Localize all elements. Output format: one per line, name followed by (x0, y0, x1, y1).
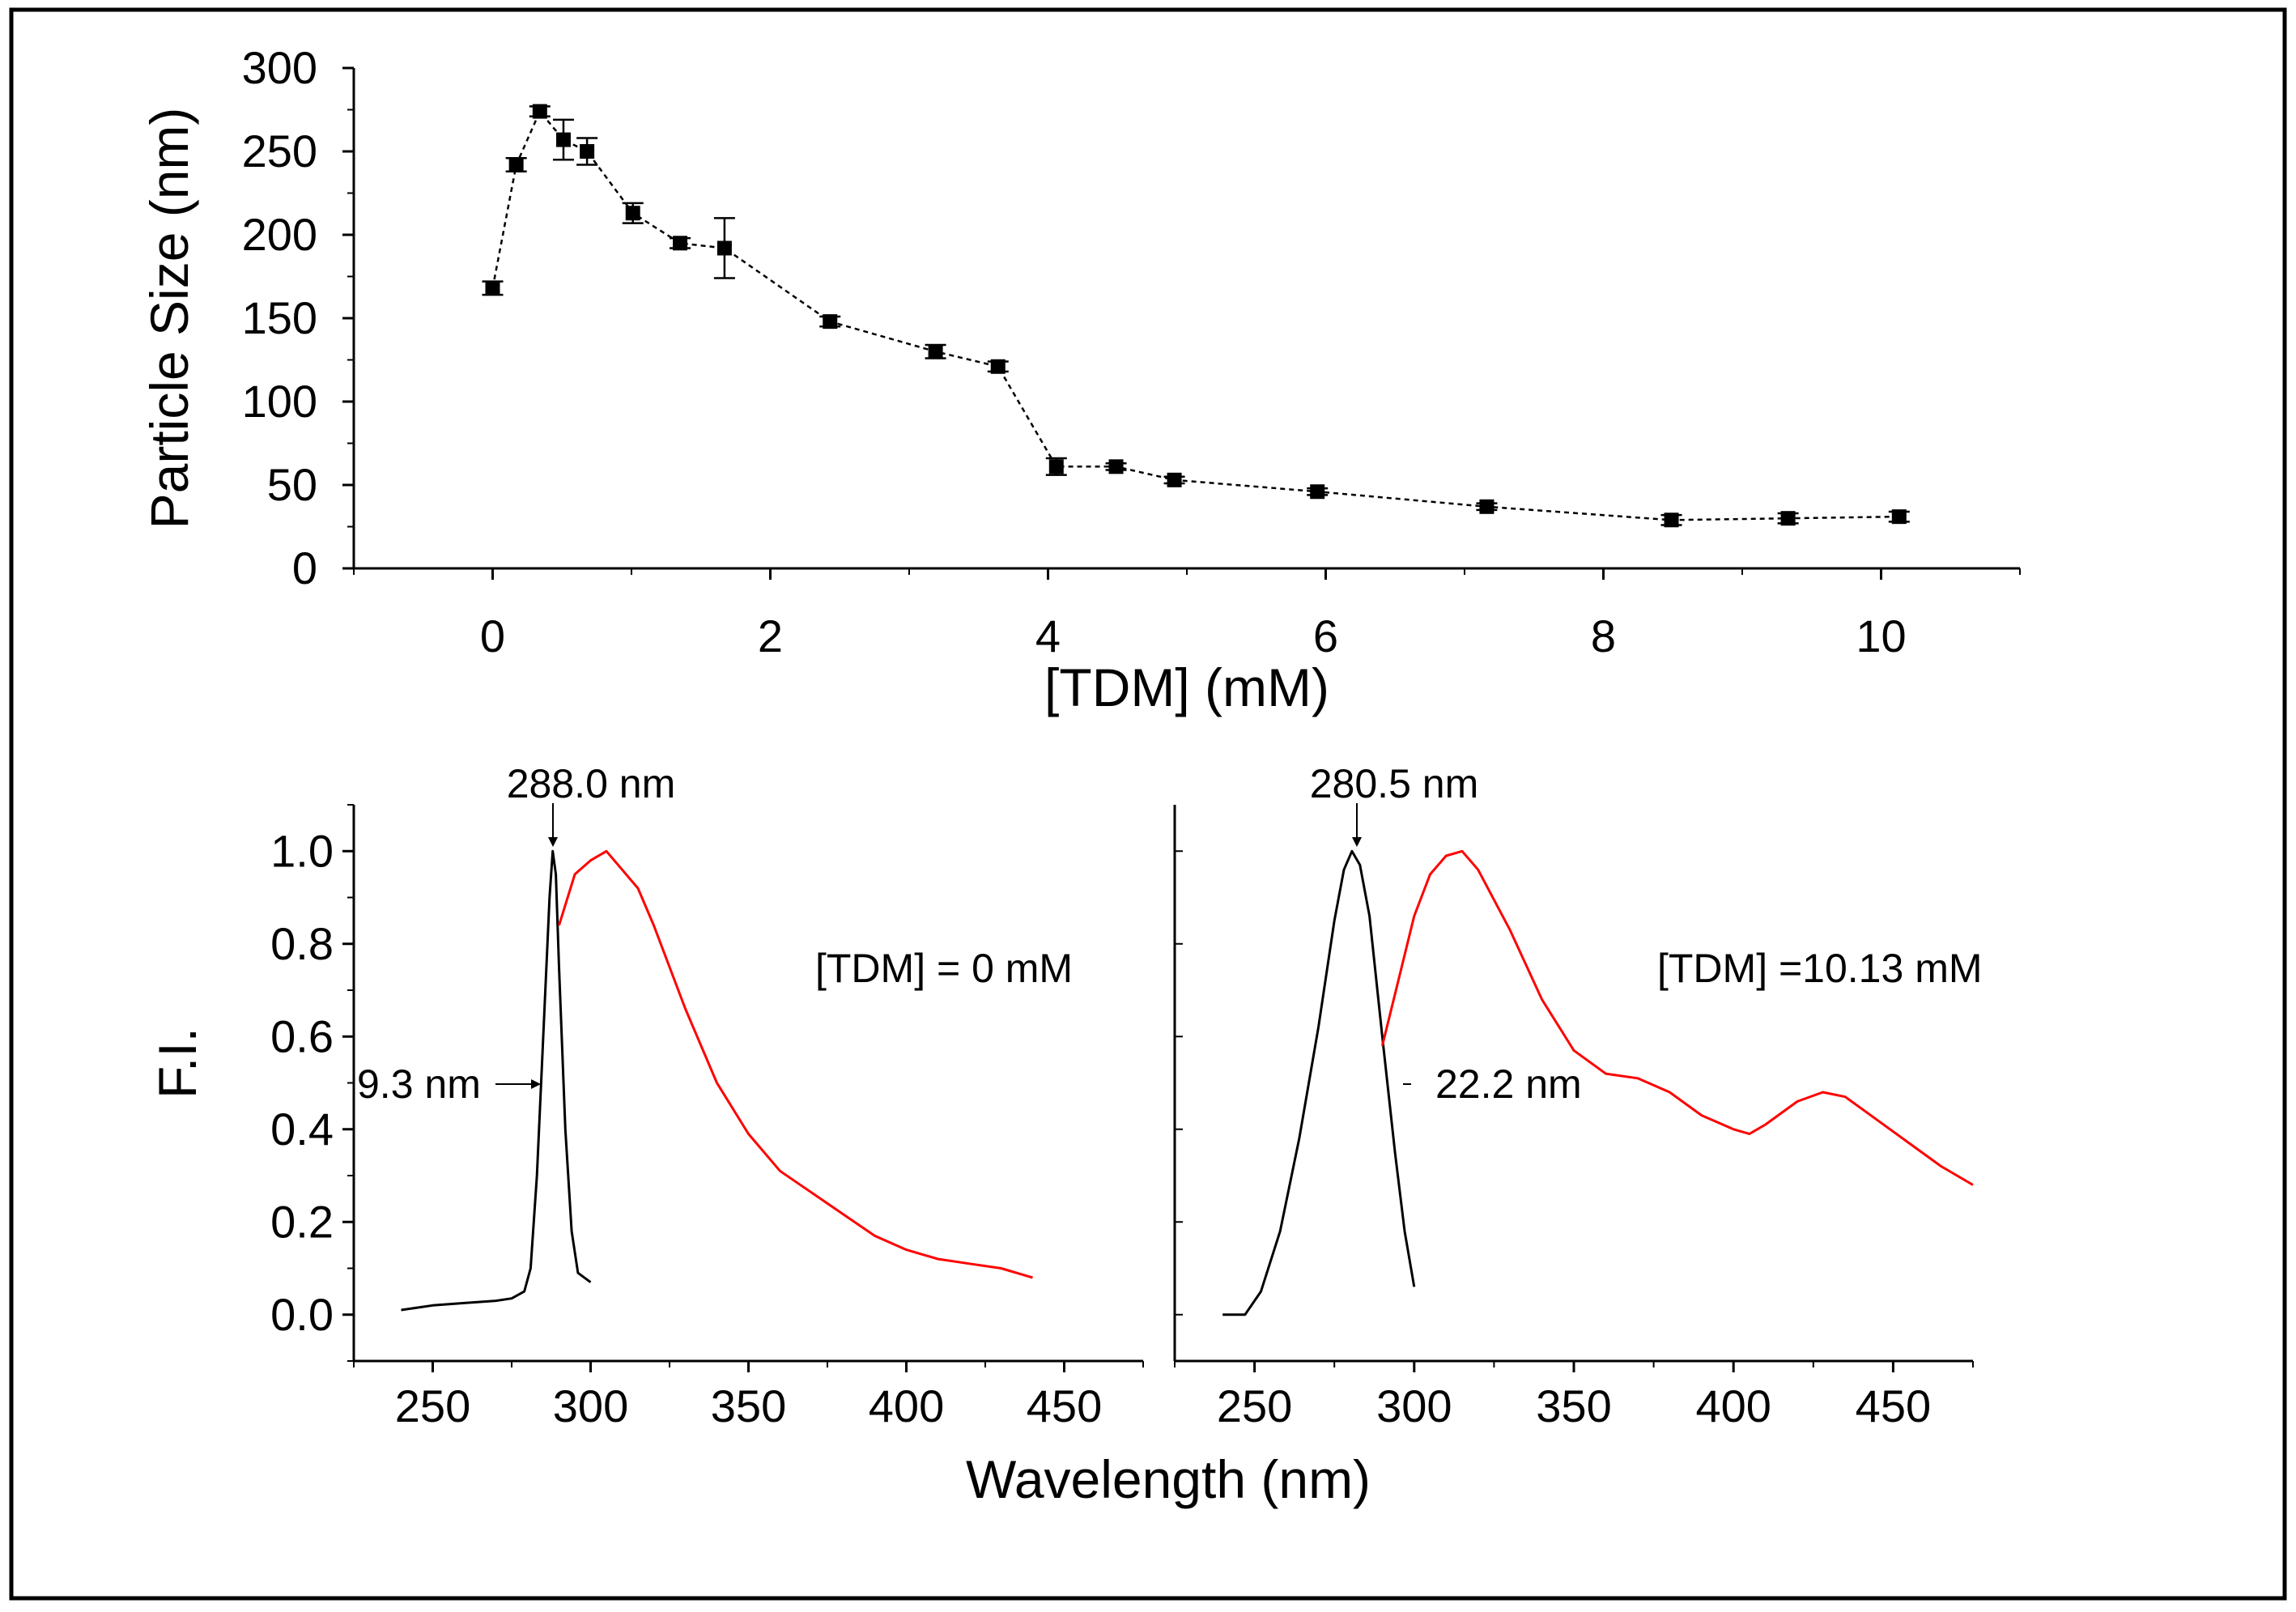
data-point (1664, 513, 1679, 528)
x-tick-label: 10 (1856, 610, 1906, 661)
right-peak-label: 280.5 nm (1310, 761, 1478, 806)
data-point (1167, 472, 1182, 487)
data-point (555, 132, 571, 147)
right-emission-line (1380, 849, 1974, 1186)
right-x-tick-label: 450 (1856, 1380, 1931, 1431)
spectra-chart: 0.0 0.2 0.4 0.6 0.8 1.0 250 300 350 400 450 250 300 3… (147, 761, 1983, 1509)
data-point (1310, 484, 1325, 500)
data-point (1048, 459, 1064, 474)
left-y-tick-label: 1.0 (270, 825, 334, 876)
left-emission-line (558, 849, 1033, 1279)
left-x-tick-label: 400 (869, 1380, 944, 1431)
y-tick-label: 100 (242, 376, 317, 427)
left-y-tick-label: 0.6 (270, 1010, 334, 1061)
right-peak-arrowhead (1352, 837, 1362, 847)
left-x-tick-label: 300 (553, 1380, 628, 1431)
y-tick-label: 200 (242, 209, 317, 260)
right-width-label: 22.2 nm (1435, 1061, 1582, 1107)
data-point (1891, 509, 1907, 525)
x-tick-label: 0 (480, 610, 505, 661)
data-point (485, 280, 500, 296)
left-peak-label: 288.0 nm (507, 761, 675, 806)
y-tick-label: 250 (242, 125, 317, 177)
data-point (532, 104, 547, 119)
bottom-x-axis-label: Wavelength (nm) (966, 1449, 1371, 1509)
right-x-tick-label: 250 (1217, 1380, 1292, 1431)
x-tick-label: 4 (1035, 610, 1061, 661)
y-tick-label: 50 (267, 459, 317, 510)
data-point (580, 144, 595, 159)
left-peak-arrowhead (548, 837, 558, 847)
y-tick-label: 150 (242, 292, 317, 343)
right-excitation-line (1222, 849, 1416, 1316)
left-width-label: 9.3 nm (357, 1061, 481, 1107)
data-point (823, 314, 838, 330)
bottom-y-axis-label: F.I. (147, 1027, 207, 1099)
right-condition-label: [TDM] =10.13 mM (1657, 946, 1983, 991)
left-condition-label: [TDM] = 0 mM (815, 946, 1073, 991)
x-tick-label: 8 (1591, 610, 1616, 661)
data-point (1479, 499, 1495, 514)
left-y-tick-label: 0.2 (270, 1196, 334, 1247)
y-tick-label: 300 (242, 42, 317, 93)
right-x-tick-label: 350 (1536, 1380, 1611, 1431)
data-point (1108, 459, 1124, 474)
left-x-tick-label: 350 (711, 1380, 786, 1431)
data-point (716, 240, 732, 256)
data-point (1780, 511, 1796, 526)
left-width-arrowhead (531, 1079, 541, 1089)
left-excitation-line (401, 849, 592, 1312)
data-point (625, 206, 640, 221)
left-y-tick-label: 0.0 (270, 1289, 334, 1340)
x-axis-label: [TDM] (mM) (1044, 657, 1329, 717)
data-point (990, 359, 1006, 374)
outer-border (9, 7, 2287, 1601)
right-x-tick-label: 300 (1376, 1380, 1452, 1431)
right-x-tick-label: 400 (1695, 1380, 1771, 1431)
data-point (673, 236, 688, 251)
left-x-tick-label: 250 (395, 1380, 470, 1431)
left-y-tick-label: 0.4 (270, 1104, 334, 1155)
y-tick-label: 0 (292, 542, 317, 593)
x-tick-label: 2 (758, 610, 783, 661)
y-axis-label: Particle Size (nm) (139, 108, 199, 530)
x-tick-label: 6 (1313, 610, 1338, 661)
data-point (508, 157, 524, 172)
left-y-tick-label: 0.8 (270, 918, 334, 969)
left-x-tick-label: 450 (1027, 1380, 1102, 1431)
data-point (928, 344, 943, 359)
